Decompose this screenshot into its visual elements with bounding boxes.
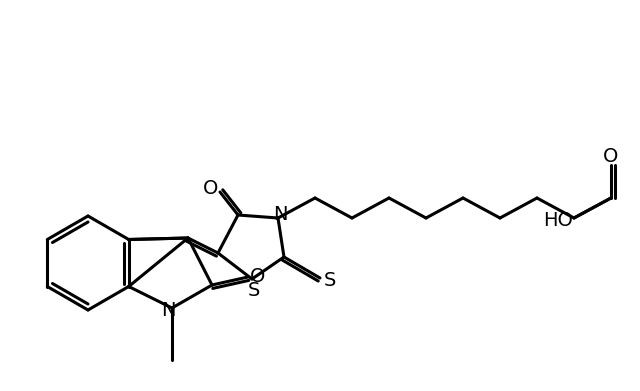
Text: O: O [604, 147, 619, 165]
Text: HO: HO [543, 210, 573, 230]
Text: O: O [204, 179, 219, 199]
Text: S: S [324, 271, 336, 289]
Text: O: O [250, 267, 266, 287]
Text: N: N [161, 301, 175, 319]
Text: N: N [273, 206, 287, 224]
Text: S: S [248, 282, 260, 301]
